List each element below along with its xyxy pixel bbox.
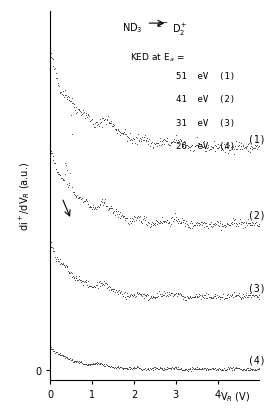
Text: KED at E$_a$ =: KED at E$_a$ = [130,51,184,63]
Text: (2): (2) [248,210,265,220]
Text: V$_R$ (V): V$_R$ (V) [220,389,250,403]
Text: $e^-$: $e^-$ [156,20,169,30]
Text: (1): (1) [248,135,265,144]
Text: 41  eV  (2): 41 eV (2) [176,95,235,104]
Text: D$_2^+$: D$_2^+$ [172,22,187,38]
Text: (4): (4) [248,355,265,365]
Text: ND$_3$: ND$_3$ [122,22,142,35]
Y-axis label: di$^+$/dV$_R$ (a.u.): di$^+$/dV$_R$ (a.u.) [18,162,32,231]
Text: 51  eV  (1): 51 eV (1) [176,72,235,81]
Text: 26  eV  (4): 26 eV (4) [176,142,235,151]
Text: 31  eV  (3): 31 eV (3) [176,118,235,127]
Text: (3): (3) [248,283,265,292]
